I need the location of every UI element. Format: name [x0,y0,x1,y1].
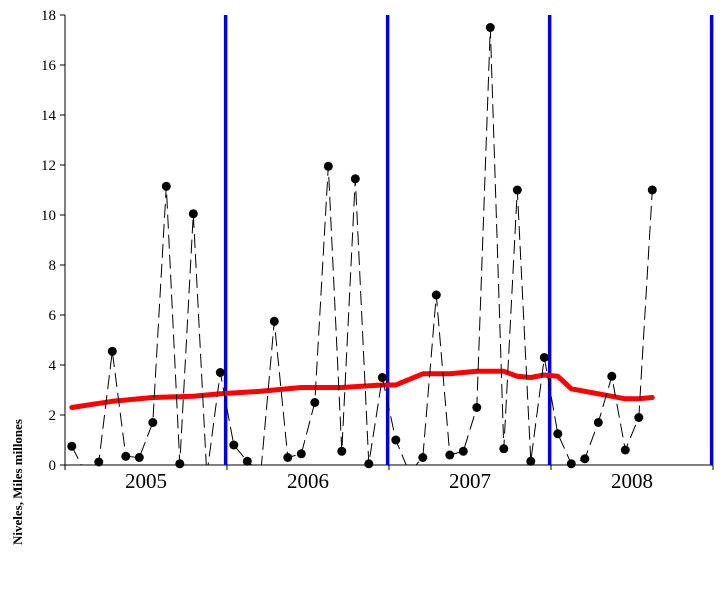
x-tick-label: 2008 [611,469,653,493]
data-point [445,450,455,460]
levels-dashed-line [71,27,653,465]
data-point [499,444,509,454]
trend-line [69,368,655,410]
data-point [296,449,306,459]
data-point [647,185,657,195]
y-tick-label: 12 [41,158,56,174]
data-point [188,209,198,219]
data-point [472,403,482,412]
data-point [148,418,158,427]
data-point [593,418,603,427]
data-point [431,290,441,300]
data-point [229,440,239,450]
data-point [215,368,225,377]
data-point [607,371,617,381]
data-point [121,451,131,461]
data-point [269,316,279,326]
data-point [391,435,401,445]
data-point [134,453,144,462]
data-point [283,453,293,462]
y-tick-label: 4 [49,358,57,374]
chart-figure: 0 2 4 6 8 10 12 14 16 18 2005 2006 2007 2008 [41,8,714,493]
data-point [175,459,185,469]
y-axis-label: Niveles, Miles millones [10,419,25,546]
x-axis-ticks: 2005 2006 2007 2008 [64,465,714,493]
data-point [377,373,387,382]
x-tick-label: 2007 [449,469,491,493]
data-point [580,454,590,464]
y-tick-label: 2 [49,408,57,424]
data-point [310,398,320,407]
y-tick-label: 8 [49,258,57,274]
y-axis-ticks: 0 2 4 6 8 10 12 14 16 18 [41,8,65,474]
y-tick-label: 14 [41,108,57,124]
data-point [337,446,347,456]
trend-series [69,368,655,410]
x-tick-label: 2006 [287,469,329,493]
data-point [161,181,171,191]
data-point [539,353,549,362]
y-tick-label: 0 [49,458,57,474]
data-point [553,429,563,439]
y-tick-label: 16 [41,58,57,74]
y-tick-label: 6 [49,308,57,324]
data-point [526,456,536,466]
data-point [620,445,630,455]
data-point [458,446,468,456]
data-point [107,346,117,356]
data-point [323,161,333,171]
data-point [512,185,522,195]
data-point [485,23,495,32]
y-tick-label: 18 [41,8,56,24]
data-point [242,456,252,466]
data-point [350,174,360,184]
data-point [566,459,576,469]
data-point [364,459,374,469]
data-point [634,413,644,422]
y-tick-label: 10 [41,208,56,224]
levels-series [67,23,657,469]
data-point [94,457,104,467]
data-point [67,441,77,451]
data-point [418,453,428,462]
x-tick-label: 2005 [125,469,167,493]
